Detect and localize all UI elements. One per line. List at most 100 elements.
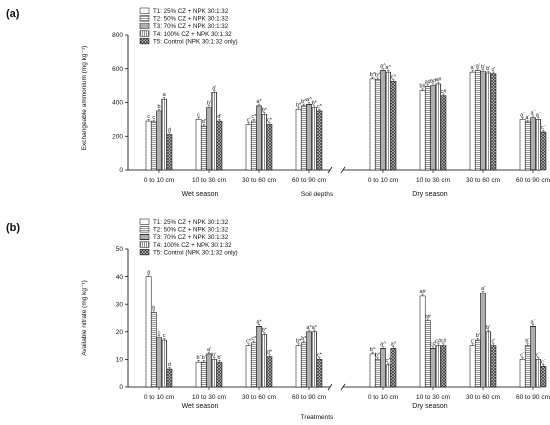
bar [424,86,431,171]
bar [306,103,312,171]
bar-letter-label: b' [486,66,490,72]
bar-letter-label: c* [251,114,257,120]
bar [480,292,486,388]
y-tick-label: 200 [112,133,123,140]
chart-panel-a: (a) Exchangeable ammonium (mg kg⁻¹) 0 200… [6,7,550,198]
bar [519,119,526,171]
bar-letter-label: c# [435,339,442,345]
bar [166,134,173,171]
y-tick-label: 400 [112,100,123,107]
legend-swatch [139,233,150,240]
bar [540,131,547,171]
bar-letter-label: b^ [375,73,381,79]
bar [385,364,392,388]
bar [480,71,486,171]
bar-letter-label: c# [440,339,447,345]
bar [316,110,323,171]
bar-letter-label: a' [207,347,211,353]
legend-entry: T3: 70% CZ + NPK 30:1:32 [153,234,229,241]
bar [524,345,531,388]
bar-letter-label: c^ [386,358,392,364]
bar [369,78,376,171]
bar-letter-label: c* [317,104,323,110]
bar-letter-label: d [168,128,171,134]
x-tick-label: 60 to 90 cm [292,394,326,401]
x-tick-label: 30 to 60 cm [242,177,276,184]
bar-letter-label: b* [296,102,302,108]
bar [245,124,252,171]
bar-letter-label: b* [301,336,307,342]
bar-letter-label: a' [481,286,485,292]
bar [490,73,497,171]
bar-letter-label: a¨ [531,111,536,117]
bar [380,348,386,388]
bar [530,117,536,171]
bar [195,119,202,171]
legend-entry: T3: 70% CZ + NPK 30:1:32 [153,23,229,30]
bar-letter-label: d' [202,119,206,125]
bar-letter-label: c* [251,336,257,342]
bar [424,320,431,388]
bar-letter-label: a* [256,99,262,105]
bar-letter-label: c' [471,339,475,345]
legend-swatch [139,38,150,45]
bar-letter-label: a* [306,325,312,331]
bars-b [145,274,547,388]
bar [266,124,273,171]
bar-letter-label: a* [312,325,318,331]
axis-break-mark [340,383,346,391]
bar-letter-label: c [152,115,155,121]
y-tick-label: 30 [116,301,124,308]
x-tick-label: 60 to 90 cm [292,177,326,184]
bar [200,125,207,171]
bar [385,71,392,171]
bar-letter-label: d* [267,350,273,356]
bar [435,345,442,388]
bar [256,326,262,388]
bar [250,120,257,171]
bar [390,348,397,388]
x-tick-label: 30 to 60 cm [466,394,500,401]
bar-letter-label: b* [262,107,268,113]
bar [161,98,168,171]
season-label-a-wet: Wet season [182,191,219,198]
x-tick-label: 10 to 30 cm [192,394,226,401]
bar [300,105,307,171]
bar-letter-label: b^ [301,99,307,105]
y-tick-label: 40 [116,274,124,281]
bar-letter-label: b* [312,101,318,107]
y-tick-label: 10 [116,357,124,364]
bar-letter-label: b^ [370,347,376,353]
bar [261,334,268,388]
bar-letter-label: b' [197,355,201,361]
bar-letter-label: a¨ [525,115,530,121]
bar-letter-label: c* [267,117,273,123]
bar-letter-label: b# [425,314,432,320]
legend-entry: T5: Control (NPK 30:1:32 only) [153,249,238,256]
bar-letter-label: c# [430,341,437,347]
season-label-b-wet: Wet season [182,403,219,410]
legend-swatch [139,241,150,248]
y-tick-label: 20 [116,329,124,336]
y-tick-label: 0 [119,384,123,391]
bar-letter-label: a^ [306,97,312,103]
bar [490,345,497,388]
x-tick-label: 0 to 10 cm [144,177,174,184]
bar [211,92,218,171]
bar-letter-label: b' [217,355,221,361]
x-tick-label: 10 to 30 cm [416,177,450,184]
bar [156,337,162,388]
bar [485,72,492,171]
legend-entry: T1: 25% CZ + NPK 30:1:32 [153,219,229,226]
bar-letter-label: a' [476,63,480,69]
y-axis-title-b: Available nitrate (mg kg⁻¹) [81,280,88,356]
axis-break-mark [327,166,333,174]
legend-swatch [139,249,150,256]
legend-entry: T2: 50% CZ + NPK 30:1:32 [153,227,229,234]
chart-panel-b: (b) Available nitrate (mg kg⁻¹) 0 10 20 30 4… [6,218,550,421]
panel-label-b: (b) [6,222,20,234]
x-axis-title-a: Soil depths [301,191,334,198]
bar-letter-label: c¨ [536,352,541,358]
bar [145,276,152,388]
